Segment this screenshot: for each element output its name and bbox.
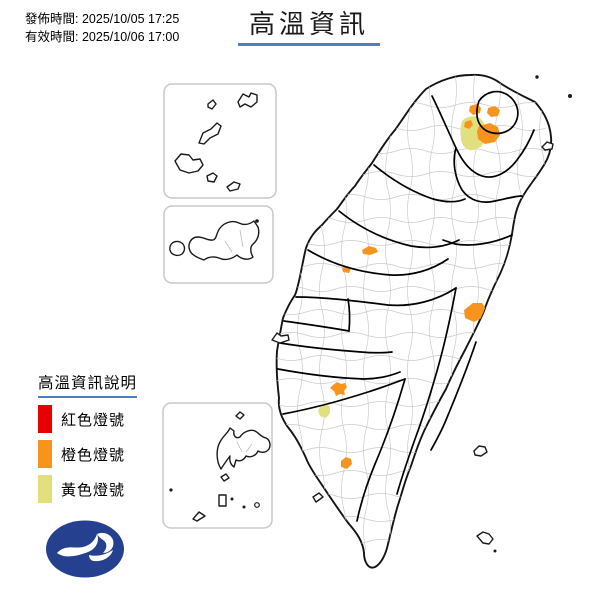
red-light-label: 紅色燈號 [61,411,126,429]
orange-area-kaohsiung [341,457,352,469]
penghu-island [216,427,271,470]
yellow-light-label: 黃色燈號 [61,481,126,499]
inset-penghu [162,402,273,529]
cwa-logo [45,519,125,579]
valid-time-line: 有效時間: 2025/10/06 17:00 [25,28,179,46]
cwa-logo-graphic [46,520,124,578]
taiwan-main-island [275,73,553,569]
orange-area-taichung [362,246,378,255]
orange-alert-areas [330,104,500,469]
kinmen-island [188,220,260,261]
orange-area-tainan [330,382,347,396]
orange-area-north-4 [464,120,473,129]
orange-light-label: 橙色燈號 [61,446,126,464]
green-island [473,445,488,457]
offshore-islets [271,75,572,553]
page-title: 高溫資訊 [248,9,369,39]
inset-matsu [163,83,277,199]
orange-area-hualien [464,303,486,322]
issue-time-label: 發佈時間: [25,12,79,26]
legend-title: 高溫資訊說明 [38,371,138,398]
valid-time-value: 2025/10/06 17:00 [81,30,180,44]
issue-valid-times: 發佈時間: 2025/10/05 17:25 有效時間: 2025/10/06 … [25,10,179,46]
legend-item-yellow: 黃色燈號 [38,475,137,503]
orchid-island [476,531,494,545]
legend: 高溫資訊說明 紅色燈號 橙色燈號 黃色燈號 [38,371,138,503]
county-boundaries [277,90,535,522]
west-sandbar-islet [271,332,290,344]
matsu-island [237,92,258,108]
issue-time-line: 發佈時間: 2025/10/05 17:25 [25,10,179,28]
legend-item-red: 紅色燈號 [38,405,137,433]
inset-kinmen [163,205,274,284]
logo-wave-icon [57,532,114,562]
title-underline [238,43,380,46]
legend-item-orange: 橙色燈號 [38,440,137,468]
yellow-area-tainan [318,404,330,418]
liuqiu-islet [312,492,324,503]
valid-time-label: 有效時間: [25,30,79,44]
orange-light-swatch [38,440,52,468]
yellow-light-swatch [38,475,52,503]
issue-time-value: 2025/10/05 17:25 [81,12,180,26]
orange-area-north-2 [487,106,500,117]
title-block: 高溫資訊 [238,8,380,46]
red-light-swatch [38,405,52,433]
guishan-islet [541,141,554,151]
